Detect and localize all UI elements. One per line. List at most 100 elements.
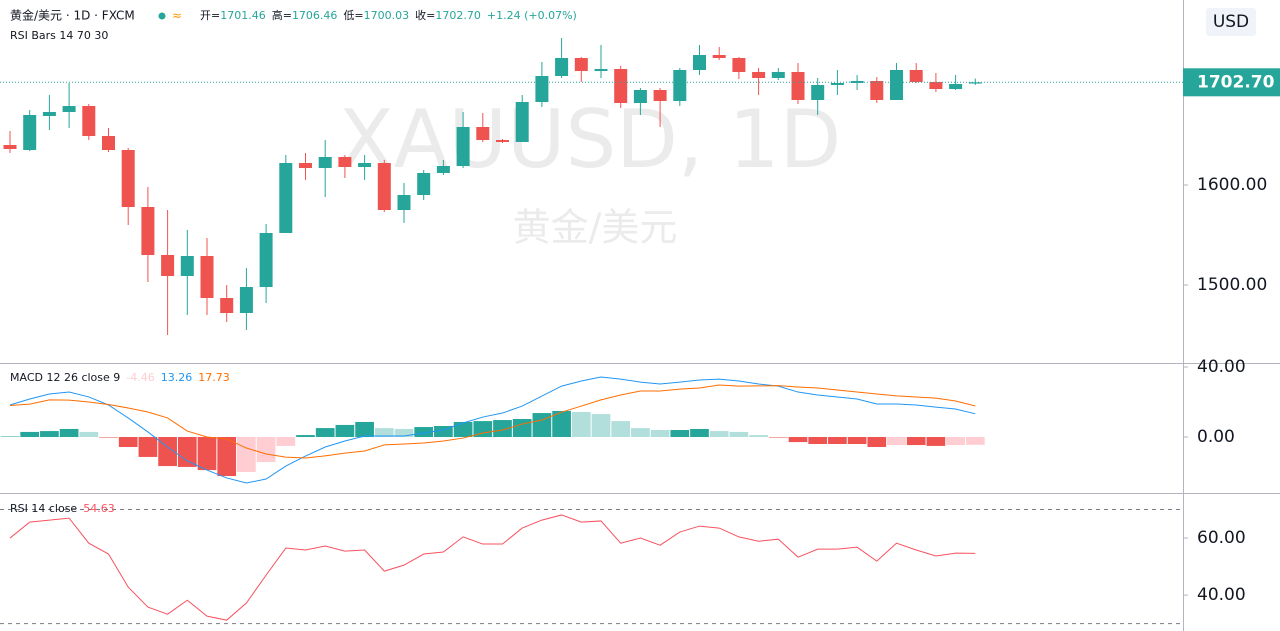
macd-histogram-bar <box>946 437 965 446</box>
candle-body <box>161 255 175 276</box>
macd-histogram-bar <box>828 437 847 445</box>
watermark: XAUUSD, 1D <box>339 93 841 186</box>
macd-histogram-bar <box>631 428 650 438</box>
candle-body <box>141 207 155 255</box>
header-text: MACD 12 26 close 9 <box>10 371 120 384</box>
candle-body <box>23 115 37 150</box>
header-text: 开= <box>200 9 220 22</box>
macd-histogram-bar <box>59 428 79 438</box>
macd-histogram-bar <box>532 413 552 438</box>
candle-body <box>62 106 76 112</box>
symbol-title: 黄金/美元 · 1D · FXCM <box>10 8 135 23</box>
macd-histogram-bar <box>552 410 571 438</box>
candle-body <box>318 157 332 168</box>
macd-line <box>9 376 976 484</box>
candle-body <box>456 127 470 166</box>
candle-body <box>239 287 253 313</box>
candle-body <box>496 140 509 142</box>
candle-body <box>771 72 785 78</box>
macd-histogram-bar <box>237 437 256 473</box>
header-text: 54.63 <box>83 502 115 515</box>
header-text: 13.26 <box>161 371 193 384</box>
candle-body <box>121 150 135 207</box>
candle-body <box>259 233 273 287</box>
header-text: RSI 14 close <box>10 502 77 515</box>
macd-histogram-bar <box>394 428 414 438</box>
macd-histogram-bar <box>197 437 217 471</box>
candle-body <box>890 70 903 100</box>
macd-histogram-bar <box>768 437 788 438</box>
indicator-label: RSI Bars 14 70 30 <box>10 29 108 42</box>
macd-histogram-bar <box>355 421 374 438</box>
macd-histogram-bar <box>276 437 296 446</box>
y-tick-label: 40.00 <box>1197 585 1246 605</box>
macd-histogram-bar <box>374 428 394 438</box>
candle-body <box>220 298 234 313</box>
candle-body <box>42 112 56 116</box>
macd-histogram-bar <box>670 430 690 438</box>
macd-histogram-bar <box>690 428 709 438</box>
candle-body <box>949 84 963 89</box>
candle-body <box>338 157 352 167</box>
macd-histogram-bar <box>335 424 355 438</box>
macd-histogram-bar <box>611 421 631 438</box>
header-text: +1.24 (+0.07%) <box>487 9 577 22</box>
macd-histogram-bar <box>473 421 493 438</box>
y-tick-label: 1500.00 <box>1197 275 1267 295</box>
candle-body <box>397 195 411 210</box>
watermark: 黄金/美元 <box>513 206 678 250</box>
header-text: 1700.03 <box>364 9 410 22</box>
y-tick-label: 0.00 <box>1197 427 1235 447</box>
candle-body <box>653 90 667 101</box>
candle-body <box>358 163 372 167</box>
macd-histogram-bar <box>867 437 887 447</box>
candle-body <box>476 127 490 140</box>
macd-histogram-bar <box>591 414 611 438</box>
macd-histogram-bar <box>256 437 276 463</box>
last-price-box <box>1183 68 1280 97</box>
candle-body <box>712 55 726 58</box>
candle-body <box>968 82 982 84</box>
header-text: 1706.46 <box>292 9 338 22</box>
currency-label[interactable]: USD <box>1213 12 1249 32</box>
candle-body <box>673 70 687 101</box>
candle-body <box>850 81 864 83</box>
header-text: 17.73 <box>198 371 230 384</box>
candle-body <box>102 136 115 150</box>
macd-histogram-bar <box>808 437 828 445</box>
macd-histogram-bar <box>788 437 808 443</box>
status-icon: ≈ <box>172 9 182 23</box>
macd-histogram-bar <box>847 437 867 445</box>
candle-body <box>82 106 96 136</box>
candle-body <box>693 55 706 70</box>
macd-histogram-bar <box>0 436 20 438</box>
macd-histogram-bar <box>79 431 99 438</box>
candle-body <box>3 145 17 149</box>
header-text: 1702.70 <box>435 9 481 22</box>
candle-body <box>929 82 943 89</box>
macd-histogram-bar <box>118 437 138 447</box>
macd-histogram-bar <box>414 427 434 438</box>
y-tick-label: 60.00 <box>1197 528 1246 548</box>
macd-histogram-bar <box>729 431 749 438</box>
candle-body <box>377 163 391 210</box>
macd-histogram-bar <box>493 420 512 438</box>
macd-histogram-bar <box>650 430 670 438</box>
macd-histogram-bar <box>709 431 729 438</box>
macd-histogram-bar <box>138 437 158 457</box>
candle-body <box>909 70 923 82</box>
header-text: 收= <box>415 8 435 22</box>
macd-histogram-bar <box>571 411 591 438</box>
macd-histogram-bar <box>217 437 237 477</box>
macd-histogram-bar <box>906 437 926 446</box>
macd-histogram-bar <box>99 437 118 438</box>
last-price-label: 1702.70 <box>1197 72 1275 92</box>
currency-button[interactable] <box>1206 8 1256 36</box>
candle-body <box>870 81 884 100</box>
header-text: 1701.46 <box>220 9 266 22</box>
header-text: 高= <box>272 8 292 22</box>
signal-line <box>9 384 976 459</box>
macd-histogram-bar <box>40 431 59 438</box>
